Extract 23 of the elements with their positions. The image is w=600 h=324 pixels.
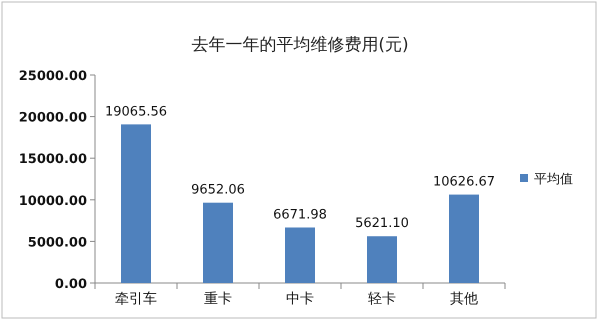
- y-tick-label: 25000.00: [18, 69, 87, 84]
- title: 去年一年的平均维修费用(元): [191, 35, 409, 55]
- y-tick-label: 5000.00: [28, 235, 87, 250]
- y-tick-label: 20000.00: [18, 110, 87, 126]
- y-tick-label: 10000.00: [18, 194, 87, 209]
- x-tick-label: 其他: [450, 291, 478, 307]
- x-tick-label: 重卡: [204, 291, 232, 307]
- bar: [121, 124, 151, 283]
- x-tick-label: 中卡: [286, 291, 314, 307]
- data-label: 5621.10: [355, 216, 409, 232]
- data-label: 6671.98: [273, 207, 327, 222]
- y-tick-label: 15000.00: [18, 152, 87, 168]
- bar: [449, 194, 479, 283]
- x-tick-label: 轻卡: [368, 291, 396, 307]
- bar: [203, 202, 233, 283]
- data-label: 19065.56: [104, 104, 168, 120]
- legend-label: 平均值: [534, 172, 573, 187]
- bar: [367, 236, 397, 283]
- y-tick-label: 0.00: [54, 277, 87, 292]
- data-label: 9652.06: [191, 182, 245, 198]
- data-label: 10626.67: [432, 174, 496, 190]
- bar: [285, 227, 315, 283]
- x-tick-label: 牵引车: [115, 291, 157, 307]
